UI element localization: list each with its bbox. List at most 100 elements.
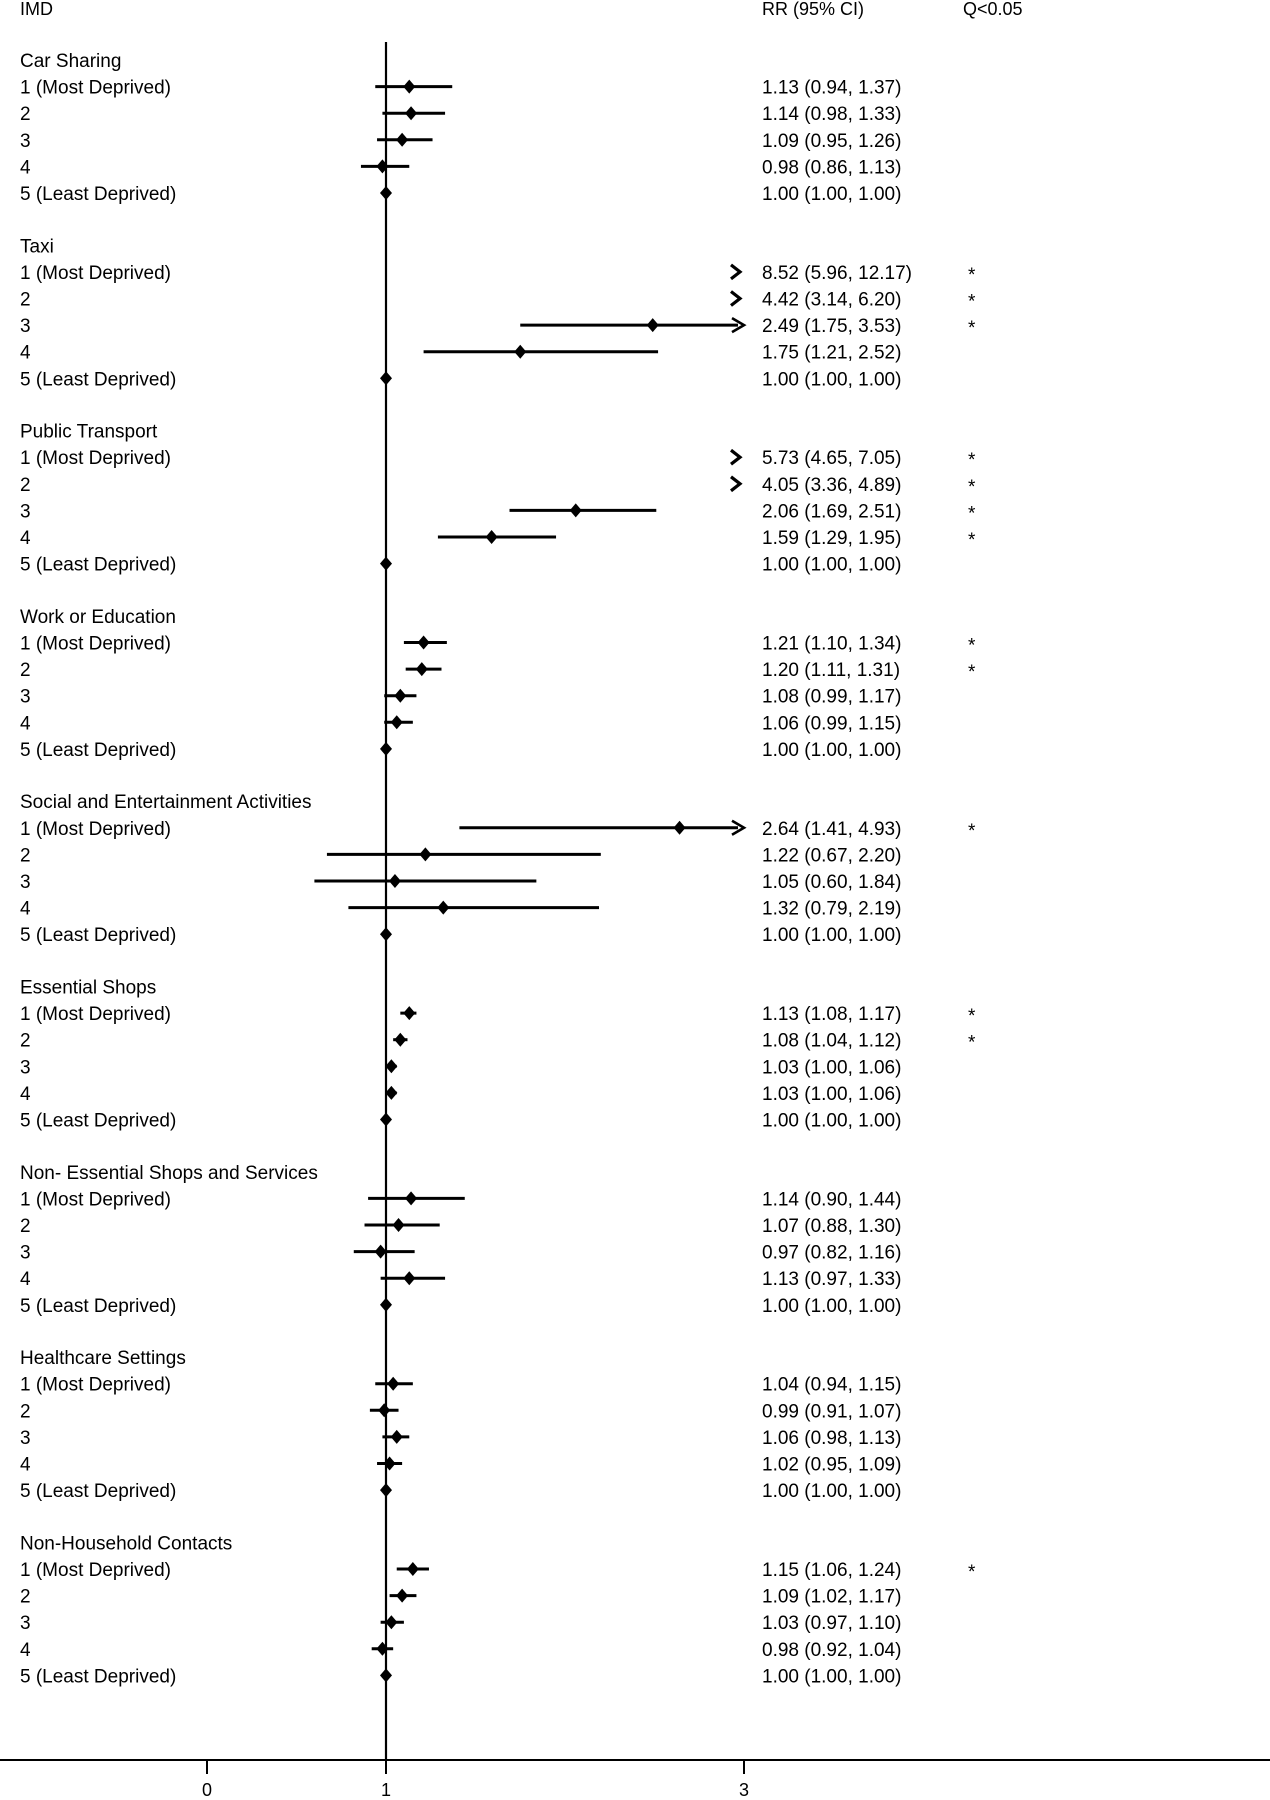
row-label: 4 [20,899,31,920]
rr-text: 2.64 (1.41, 4.93) [762,819,901,840]
rr-text: 1.04 (0.94, 1.15) [762,1375,901,1396]
rr-text: 1.14 (0.98, 1.33) [762,104,901,125]
row-label: 3 [20,131,31,152]
row-label: 1 (Most Deprived) [20,448,171,469]
point-estimate [419,847,432,862]
group-title: Car Sharing [20,51,121,72]
rr-text: 1.13 (1.08, 1.17) [762,1004,901,1025]
rr-text: 8.52 (5.96, 12.17) [762,263,912,284]
point-estimate [394,1032,407,1047]
row-label: 3 [20,501,31,522]
rr-text: 4.05 (3.36, 4.89) [762,475,901,496]
row-label: 5 (Least Deprived) [20,1296,176,1317]
significance-star: * [968,662,976,683]
forest-rows: Car Sharing 1 (Most Deprived) 1.13 (0.94, … [20,42,976,1760]
row-label: 2 [20,1587,31,1608]
group-title: Healthcare Settings [20,1348,186,1369]
row-label: 4 [20,528,31,549]
row-label: 2 [20,660,31,681]
point-estimate [380,186,392,200]
significance-star: * [968,1006,976,1027]
rr-text: 1.13 (0.97, 1.33) [762,1269,901,1290]
rr-text: 1.00 (1.00, 1.00) [762,925,901,946]
group-title: Non- Essential Shops and Services [20,1163,318,1184]
rr-text: 1.32 (0.79, 2.19) [762,899,901,920]
row-label: 4 [20,343,31,364]
rr-text: 1.08 (1.04, 1.12) [762,1031,901,1052]
rr-text: 1.75 (1.21, 2.52) [762,343,901,364]
rr-text: 5.73 (4.65, 7.05) [762,448,901,469]
point-estimate [390,1429,403,1444]
point-estimate [405,1191,418,1206]
rr-text: 1.15 (1.06, 1.24) [762,1560,901,1581]
row-label: 4 [20,713,31,734]
row-label: 5 (Least Deprived) [20,740,176,761]
point-estimate [385,1059,398,1074]
point-estimate [403,1006,416,1021]
point-estimate [380,927,392,942]
row-label: 1 (Most Deprived) [20,1189,171,1210]
significance-star: * [968,1562,976,1583]
row-label: 3 [20,1428,31,1449]
ci-arrow [731,819,747,836]
row-label: 5 (Least Deprived) [20,1481,176,1502]
rr-text: 1.05 (0.60, 1.84) [762,872,901,893]
rr-text: 1.22 (0.67, 2.20) [762,845,901,866]
significance-star: * [968,636,976,657]
rr-text: 1.09 (1.02, 1.17) [762,1587,901,1608]
group-title: Essential Shops [20,978,156,999]
x-axis: 0 1 3 [0,1759,1270,1800]
tick-label: 3 [739,1780,749,1800]
tick-label: 1 [381,1780,391,1800]
rr-text: 1.00 (1.00, 1.00) [762,1111,901,1132]
rr-text: 1.03 (0.97, 1.10) [762,1613,901,1634]
row-label: 1 (Most Deprived) [20,634,171,655]
row-label: 4 [20,1269,31,1290]
row-label: 2 [20,104,31,125]
rr-text: 2.06 (1.69, 2.51) [762,501,901,522]
rr-text: 0.97 (0.82, 1.16) [762,1243,901,1264]
rr-text: 1.06 (0.99, 1.15) [762,713,901,734]
ci-arrow [731,316,747,334]
row-label: 5 (Least Deprived) [20,184,176,205]
point-estimate [396,1588,409,1603]
rr-text: 1.59 (1.29, 1.95) [762,528,901,549]
header-rr: RR (95% CI) [762,0,864,19]
rr-text: 1.00 (1.00, 1.00) [762,369,901,390]
row-label: 2 [20,845,31,866]
row-label: 1 (Most Deprived) [20,263,171,284]
row-label: 3 [20,1057,31,1078]
point-estimate [415,662,428,677]
rr-text: 0.98 (0.86, 1.13) [762,157,901,178]
point-estimate [383,1456,396,1471]
row-label: 1 (Most Deprived) [20,1560,171,1581]
point-estimate [403,1271,416,1286]
significance-star: * [968,821,976,842]
row-label: 4 [20,1084,31,1105]
point-estimate [485,530,498,544]
point-estimate [437,900,450,915]
significance-star: * [968,1033,976,1054]
significance-star: * [968,530,976,551]
point-estimate [514,344,527,359]
row-label: 5 (Least Deprived) [20,1666,176,1687]
rr-text: 1.00 (1.00, 1.00) [762,555,901,576]
significance-star: * [968,477,976,498]
point-estimate [380,556,392,571]
point-estimate [406,1562,419,1576]
out-of-range-chevron [730,448,743,466]
rr-text: 1.00 (1.00, 1.00) [762,740,901,761]
group-title: Taxi [20,236,54,257]
point-estimate [569,503,582,518]
point-estimate [405,106,418,121]
point-estimate [374,1244,387,1259]
point-estimate [387,1376,400,1391]
point-estimate [378,1403,391,1418]
point-estimate [390,715,403,730]
row-label: 3 [20,316,31,337]
rr-text: 1.14 (0.90, 1.44) [762,1189,901,1210]
point-estimate [388,874,401,888]
row-label: 4 [20,1455,31,1476]
point-estimate [417,635,430,650]
point-estimate [380,1112,392,1127]
